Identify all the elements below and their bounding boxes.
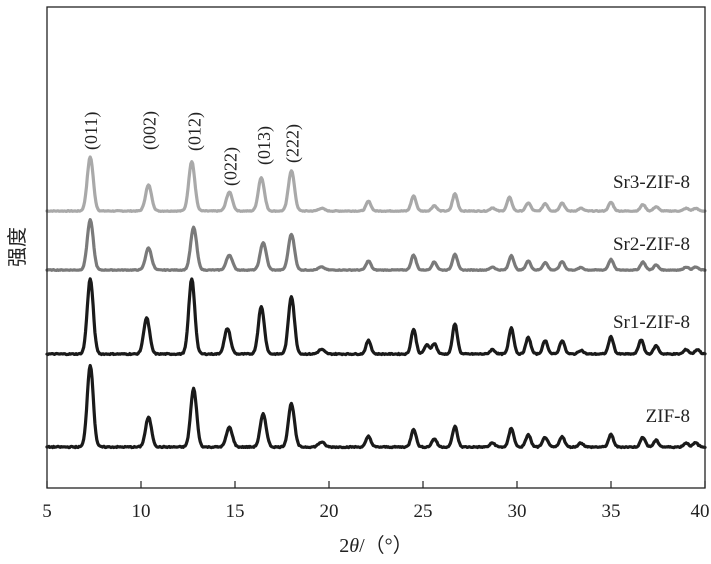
x-tick-label-20: 20 — [320, 501, 339, 522]
x-tick-label-5: 5 — [42, 501, 52, 522]
series-label-sr1-zif-8: Sr1-ZIF-8 — [613, 312, 690, 333]
series-labels: Sr3-ZIF-8 Sr2-ZIF-8 Sr1-ZIF-8 ZIF-8 — [613, 172, 690, 427]
series-sr3-zif-8-line — [45, 155, 707, 213]
x-ticks: 5 10 15 20 25 30 35 40 — [42, 481, 710, 522]
plane-label-013: (013) — [254, 126, 275, 165]
x-tick-label-30: 30 — [508, 501, 527, 522]
series-label-sr2-zif-8: Sr2-ZIF-8 — [613, 234, 690, 255]
x-tick-label-15: 15 — [226, 501, 245, 522]
plane-label-022: (022) — [220, 147, 241, 186]
series-label-sr3-zif-8: Sr3-ZIF-8 — [613, 172, 690, 193]
x-axis-title: 2θ/（°） — [339, 534, 412, 557]
x-axis-title-theta: θ — [349, 535, 359, 557]
x-tick-label-25: 25 — [414, 501, 433, 522]
plane-label-012: (012) — [185, 112, 206, 151]
series-sr1-zif-8-line — [45, 277, 707, 357]
x-axis-title-suffix: /（°） — [359, 534, 413, 557]
x-tick-label-35: 35 — [602, 501, 621, 522]
plane-label-222: (222) — [282, 124, 303, 163]
y-axis-title: 强度 — [6, 227, 29, 267]
series-zif-8-line — [45, 363, 707, 450]
plot-frame — [46, 6, 706, 489]
x-axis-title-prefix: 2 — [339, 535, 349, 557]
x-tick-label-10: 10 — [132, 501, 151, 522]
plane-label-011: (011) — [81, 112, 102, 150]
plane-labels: (011) (002) (012) (022) (013) (222) — [81, 111, 303, 186]
series-label-zif-8: ZIF-8 — [646, 406, 690, 427]
xrd-traces — [45, 155, 707, 450]
series-sr2-zif-8-line — [45, 218, 707, 272]
plane-label-002: (002) — [140, 111, 161, 150]
x-tick-label-40: 40 — [691, 501, 710, 522]
